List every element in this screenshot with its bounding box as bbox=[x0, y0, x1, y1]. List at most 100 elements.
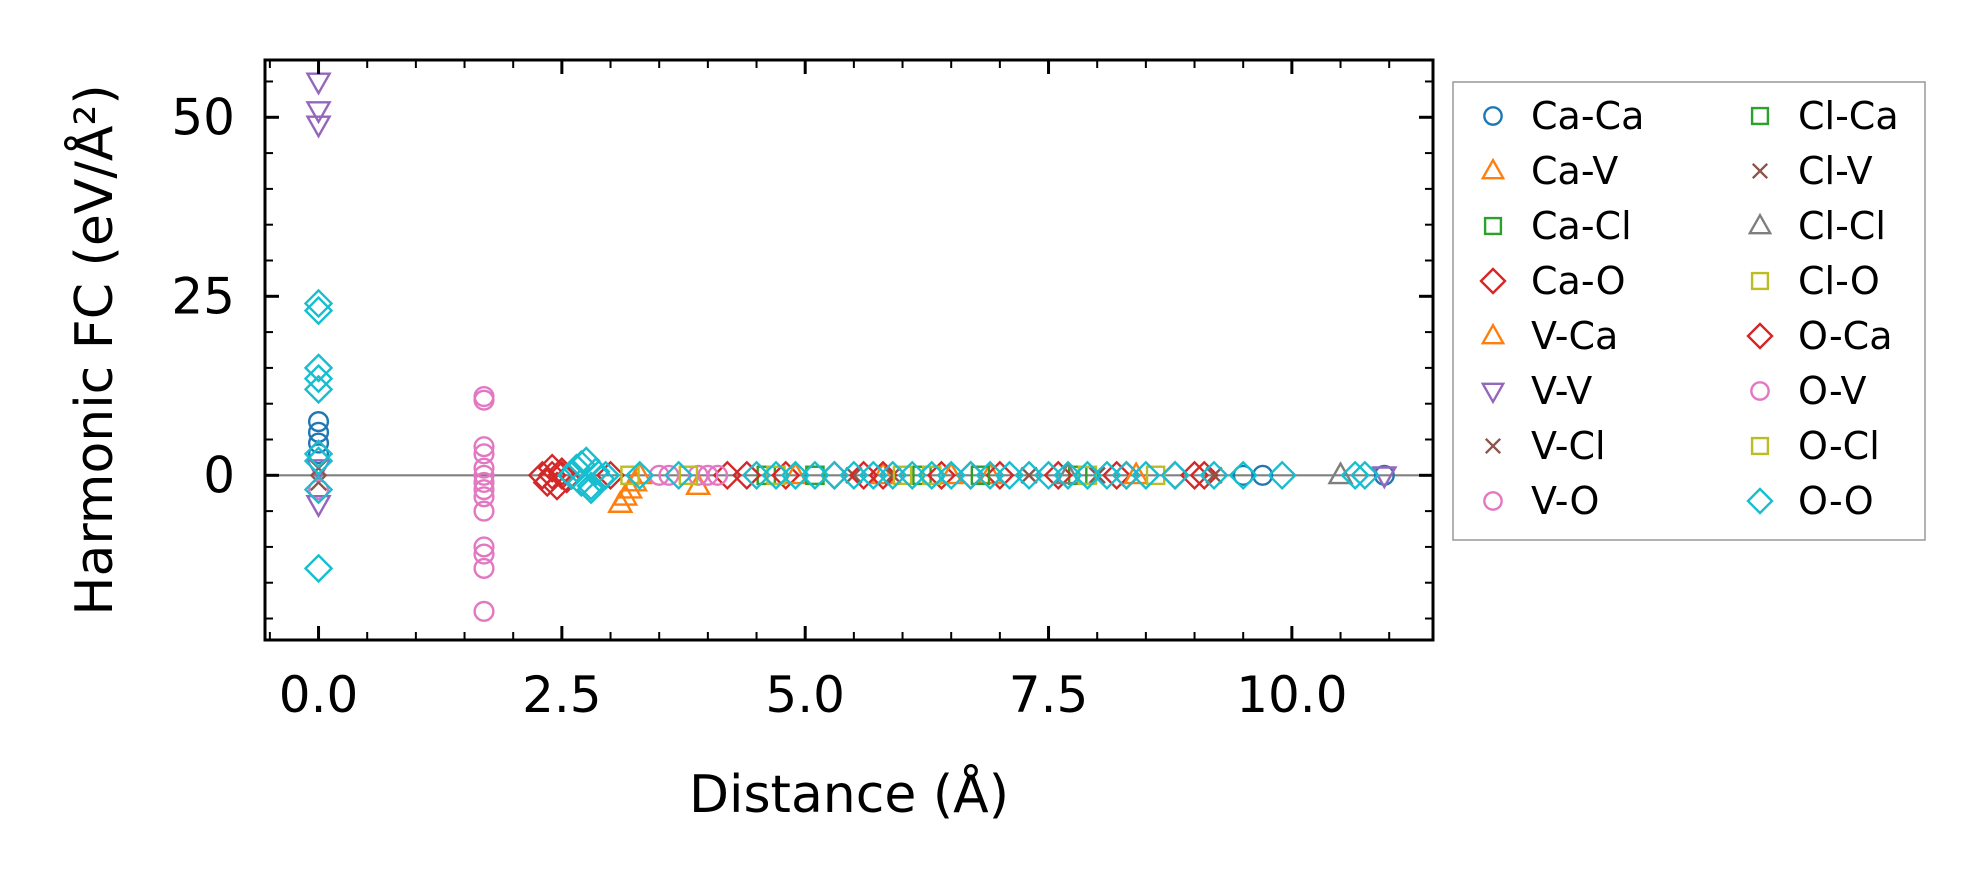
legend-item: V-Cl bbox=[1484, 424, 1606, 468]
y-axis-label: Harmonic FC (eV/Å²) bbox=[63, 84, 125, 615]
data-point bbox=[858, 460, 889, 491]
y-tick-label: 25 bbox=[171, 267, 235, 325]
data-point bbox=[303, 439, 334, 469]
legend-label: Ca-Cl bbox=[1531, 204, 1632, 248]
data-point bbox=[590, 460, 621, 491]
legend-item: Cl-O bbox=[1750, 259, 1880, 303]
data-point bbox=[741, 460, 772, 491]
data-point bbox=[892, 465, 913, 486]
data-point bbox=[473, 536, 495, 558]
data-point bbox=[303, 363, 334, 394]
x-tick-label: 2.5 bbox=[522, 666, 602, 724]
legend-marker bbox=[1480, 382, 1506, 405]
data-point bbox=[307, 411, 330, 433]
data-point bbox=[309, 473, 328, 492]
data-point bbox=[707, 464, 729, 486]
data-point bbox=[1131, 460, 1161, 491]
data-point bbox=[473, 486, 495, 508]
data-point bbox=[576, 471, 606, 501]
plot-frame bbox=[263, 58, 1435, 642]
data-point bbox=[839, 460, 869, 491]
legend-label: Ca-O bbox=[1531, 259, 1626, 303]
legend-item: O-O bbox=[1746, 479, 1874, 523]
legend-marker bbox=[1483, 491, 1503, 511]
legend-item: Ca-Cl bbox=[1483, 204, 1632, 248]
legend-label: Cl-V bbox=[1798, 149, 1873, 193]
legend-item: O-Ca bbox=[1746, 314, 1893, 358]
legend-marker bbox=[1480, 157, 1506, 180]
legend-label: V-Cl bbox=[1531, 424, 1606, 468]
data-point bbox=[473, 471, 495, 494]
data-point bbox=[780, 460, 811, 491]
data-point bbox=[307, 432, 330, 454]
series-v-o bbox=[307, 385, 709, 622]
x-axis-label: Distance (Å) bbox=[689, 763, 1009, 825]
legend-item: V-Ca bbox=[1480, 314, 1618, 358]
data-point bbox=[663, 460, 694, 491]
data-point bbox=[921, 465, 942, 486]
data-point bbox=[985, 460, 1015, 491]
data-point bbox=[805, 465, 825, 486]
data-point bbox=[307, 479, 330, 501]
data-point bbox=[848, 460, 879, 491]
legend-label: Cl-Ca bbox=[1798, 94, 1899, 138]
data-point bbox=[936, 460, 966, 491]
data-point bbox=[1077, 465, 1098, 486]
data-point bbox=[473, 443, 495, 465]
data-point bbox=[938, 461, 965, 485]
data-point bbox=[473, 557, 495, 579]
data-point bbox=[658, 464, 680, 486]
data-point bbox=[1350, 460, 1380, 491]
data-point bbox=[473, 389, 495, 411]
data-point bbox=[678, 465, 699, 486]
legend-label: O-Ca bbox=[1798, 314, 1893, 358]
legend-label: O-O bbox=[1798, 479, 1874, 523]
legend-marker bbox=[1483, 216, 1503, 236]
y-tick-label: 50 bbox=[171, 88, 235, 146]
data-point bbox=[766, 465, 786, 486]
legend-marker bbox=[1750, 381, 1770, 401]
legend-label: V-O bbox=[1531, 479, 1599, 523]
data-point bbox=[473, 600, 495, 622]
x-tick-label: 5.0 bbox=[765, 666, 845, 724]
x-tick-label: 0.0 bbox=[279, 666, 359, 724]
legend-label: O-Cl bbox=[1798, 424, 1880, 468]
data-point bbox=[800, 460, 830, 491]
legend-box bbox=[1452, 81, 1926, 541]
legend-label: V-Ca bbox=[1531, 314, 1618, 358]
data-point bbox=[1092, 460, 1122, 491]
legend-marker bbox=[1750, 436, 1770, 456]
legend-item: Cl-Cl bbox=[1747, 204, 1886, 248]
data-point bbox=[1043, 460, 1073, 491]
data-point bbox=[761, 460, 791, 491]
data-point bbox=[1145, 465, 1166, 486]
data-point bbox=[473, 457, 495, 479]
data-point bbox=[1054, 461, 1082, 485]
series-v-cl bbox=[309, 459, 1223, 492]
data-point bbox=[975, 460, 1005, 491]
data-point bbox=[782, 461, 809, 485]
legend-marker bbox=[1751, 162, 1769, 180]
series-ca-v bbox=[607, 461, 1004, 513]
legend: Ca-Ca Ca-V Ca-Cl Ca-O V-Ca V-V V-Cl V-O Cl-Ca Cl-… bbox=[1452, 81, 1926, 541]
data-point bbox=[1205, 466, 1223, 484]
series-cl-o bbox=[620, 465, 1166, 486]
series-o-v bbox=[648, 464, 729, 486]
data-point bbox=[303, 474, 334, 505]
x-tick-label: 10.0 bbox=[1236, 666, 1347, 724]
data-point bbox=[547, 460, 577, 491]
data-point bbox=[868, 460, 898, 491]
data-point bbox=[1123, 461, 1150, 485]
data-point bbox=[926, 460, 957, 491]
data-point bbox=[303, 295, 334, 326]
data-point bbox=[303, 553, 334, 584]
series-o-o bbox=[303, 288, 1380, 584]
legend-label: Cl-O bbox=[1798, 259, 1880, 303]
series-o-cl bbox=[766, 465, 1098, 486]
data-point bbox=[1327, 461, 1354, 485]
legend-item: V-O bbox=[1483, 479, 1599, 523]
data-point bbox=[305, 494, 332, 519]
legend-item: Ca-V bbox=[1480, 149, 1618, 193]
legend-marker bbox=[1479, 267, 1507, 295]
